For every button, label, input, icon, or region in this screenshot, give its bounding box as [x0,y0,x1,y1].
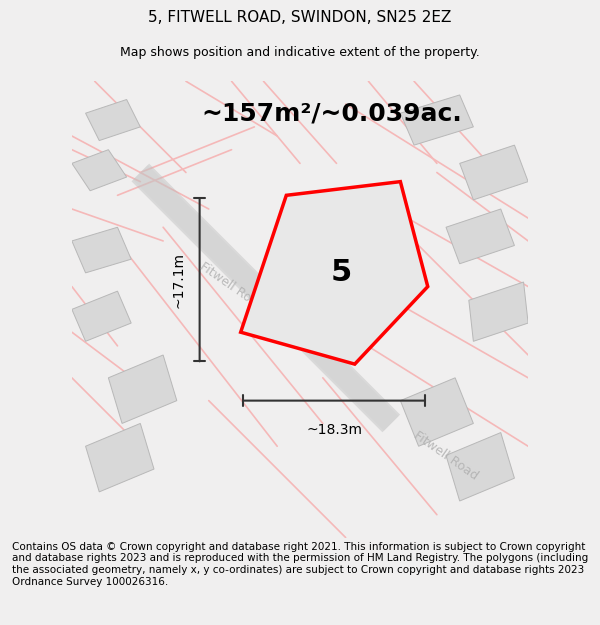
Text: ~17.1m: ~17.1m [172,252,186,308]
Text: ~157m²/~0.039ac.: ~157m²/~0.039ac. [202,101,463,125]
Polygon shape [72,291,131,341]
Polygon shape [400,95,473,145]
Polygon shape [72,149,127,191]
Polygon shape [460,145,528,200]
Polygon shape [86,99,140,141]
Polygon shape [86,424,154,492]
Polygon shape [400,378,473,446]
Text: Fitwell Road: Fitwell Road [412,429,481,483]
Text: 5, FITWELL ROAD, SWINDON, SN25 2EZ: 5, FITWELL ROAD, SWINDON, SN25 2EZ [148,11,452,26]
Polygon shape [109,355,177,424]
Text: Map shows position and indicative extent of the property.: Map shows position and indicative extent… [120,46,480,59]
Text: Contains OS data © Crown copyright and database right 2021. This information is : Contains OS data © Crown copyright and d… [12,542,588,587]
Polygon shape [446,209,514,264]
Text: ~18.3m: ~18.3m [306,424,362,438]
Polygon shape [446,432,514,501]
Text: Fitwell Road: Fitwell Road [197,259,266,314]
Polygon shape [241,182,428,364]
Polygon shape [72,228,131,273]
Text: 5: 5 [331,258,352,288]
Polygon shape [469,282,528,341]
